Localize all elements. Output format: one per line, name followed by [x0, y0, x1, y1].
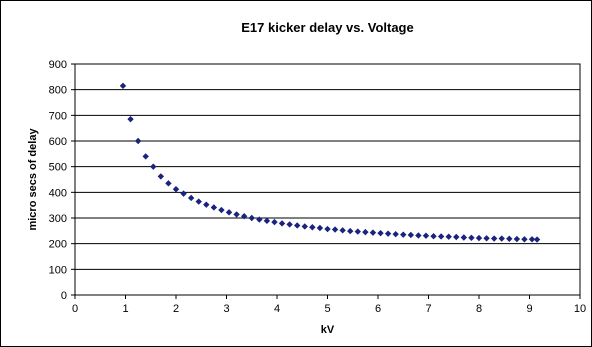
data-point	[453, 233, 460, 241]
data-point	[233, 211, 240, 218]
data-point	[415, 232, 422, 239]
y-tick-label: 100	[49, 264, 67, 276]
data-point	[263, 217, 271, 225]
y-tick-label: 400	[49, 187, 67, 199]
y-tick-label: 500	[49, 162, 67, 174]
data-point	[460, 234, 468, 241]
y-tick-label: 200	[49, 239, 67, 251]
data-point	[468, 234, 475, 241]
data-point	[437, 233, 445, 240]
x-tick-label: 8	[476, 303, 482, 315]
data-point	[309, 224, 316, 231]
data-point	[150, 163, 157, 170]
data-point	[210, 204, 218, 211]
x-tick-label: 0	[72, 303, 78, 315]
data-point	[172, 186, 180, 193]
data-point	[119, 82, 127, 90]
data-point	[362, 228, 369, 236]
data-point	[422, 232, 430, 239]
chart-title: E17 kicker delay vs. Voltage	[241, 20, 413, 35]
axis-ticks: 0 100 200 300 400 500 600 700 800 900 0 1 2 3 4 5 6 7 8 9 10	[49, 59, 586, 315]
y-tick-label: 700	[49, 110, 67, 122]
data-point	[339, 227, 346, 234]
y-axis-label: micro secs of delay	[27, 128, 39, 231]
data-point	[286, 221, 293, 228]
data-point	[165, 180, 172, 187]
y-tick-label: 0	[61, 290, 67, 302]
data-point	[157, 173, 165, 180]
data-point	[187, 194, 195, 202]
data-point	[134, 137, 142, 145]
y-tick-label: 300	[49, 213, 67, 225]
data-point	[528, 236, 536, 243]
data-point	[506, 235, 513, 242]
data-point	[354, 228, 361, 235]
data-point	[195, 198, 202, 205]
data-point	[384, 230, 392, 237]
data-point	[521, 236, 528, 243]
data-point	[498, 235, 505, 242]
data-point	[225, 209, 233, 216]
x-tick-label: 5	[324, 303, 330, 315]
x-tick-label: 6	[375, 303, 381, 315]
data-point	[203, 201, 210, 208]
scatter-series	[119, 82, 541, 243]
y-tick-label: 600	[49, 136, 67, 148]
data-point	[407, 231, 415, 239]
plot-area	[74, 63, 581, 296]
data-point	[278, 220, 286, 227]
data-point	[445, 233, 452, 240]
x-tick-label: 1	[122, 303, 128, 315]
x-tick-label: 4	[274, 303, 280, 315]
data-point	[142, 153, 149, 160]
data-point	[392, 230, 399, 238]
data-point	[430, 233, 437, 240]
x-tick-label: 10	[574, 303, 586, 315]
data-point	[256, 216, 263, 223]
data-point	[301, 223, 308, 230]
data-point	[324, 225, 331, 233]
data-point	[533, 236, 541, 243]
x-tick-label: 2	[173, 303, 179, 315]
data-point	[490, 235, 498, 242]
data-point	[294, 222, 301, 229]
data-point	[271, 218, 278, 226]
data-point	[180, 190, 187, 197]
data-point	[475, 234, 483, 242]
y-tick-label: 800	[49, 85, 67, 97]
x-tick-label: 7	[425, 303, 431, 315]
data-point	[331, 226, 339, 233]
data-point	[240, 213, 248, 220]
data-point	[248, 214, 255, 222]
data-point	[218, 206, 225, 214]
data-point	[377, 229, 384, 237]
data-point	[369, 229, 377, 236]
x-tick-label: 3	[223, 303, 229, 315]
data-point	[347, 227, 354, 235]
data-point	[513, 235, 521, 243]
data-point	[483, 235, 490, 242]
data-point	[316, 224, 324, 232]
x-tick-label: 9	[526, 303, 532, 315]
data-point	[400, 231, 407, 238]
y-tick-label: 900	[49, 59, 67, 71]
data-point	[127, 115, 134, 123]
x-axis-label: kV	[321, 324, 335, 336]
